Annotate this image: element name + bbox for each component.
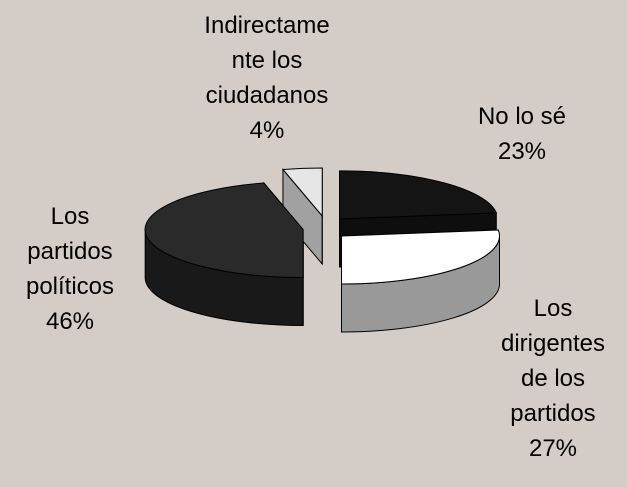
- value-label: 46%: [45, 308, 95, 335]
- slice: [339, 170, 498, 220]
- slice-label: Los dirigentes de los partidos 27%: [493, 291, 613, 466]
- slice-label: Los partidos políticos 46%: [20, 199, 120, 339]
- category-name: Los dirigentes de los partidos: [500, 295, 606, 427]
- slice: [281, 167, 323, 218]
- category-name: Indirectamente los ciudadanos: [204, 12, 330, 109]
- value-label: 27%: [528, 435, 578, 462]
- slice-label: Indirectamente los ciudadanos 4%: [202, 8, 332, 148]
- slice: [341, 229, 500, 285]
- category-name: No lo sé: [477, 103, 567, 130]
- value-label: 4%: [249, 117, 285, 144]
- category-name: Los partidos políticos: [25, 203, 115, 300]
- slice-label: No lo sé 23%: [457, 99, 587, 169]
- value-label: 23%: [497, 138, 547, 165]
- slice: [144, 182, 304, 279]
